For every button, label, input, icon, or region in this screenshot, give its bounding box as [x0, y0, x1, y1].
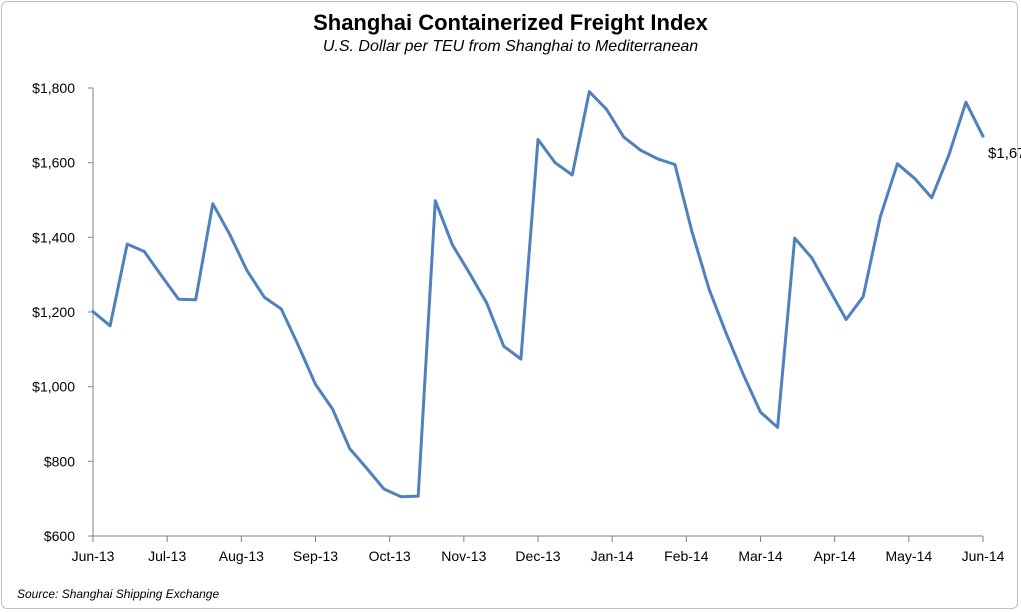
x-tick-label: Jan-14: [591, 548, 634, 564]
y-tick-label: $800: [44, 453, 75, 469]
y-tick-label: $1,400: [32, 229, 75, 245]
x-tick-label: Oct-13: [369, 548, 411, 564]
x-tick-label: Aug-13: [219, 548, 264, 564]
x-tick-label: Apr-14: [814, 548, 856, 564]
x-tick-label: Sep-13: [293, 548, 338, 564]
x-tick-label: Jun-13: [72, 548, 115, 564]
x-tick-label: Jun-14: [962, 548, 1005, 564]
x-tick-label: Mar-14: [738, 548, 783, 564]
chart-source: Source: Shanghai Shipping Exchange: [17, 587, 220, 601]
x-tick-label: May-14: [885, 548, 932, 564]
end-value-label: $1,671: [988, 145, 1021, 162]
y-tick-label: $1,200: [32, 304, 75, 320]
y-tick-label: $1,800: [32, 80, 75, 96]
chart-subtitle: U.S. Dollar per TEU from Shanghai to Med…: [322, 38, 699, 55]
y-tick-label: $1,600: [32, 155, 75, 171]
chart-title: Shanghai Containerized Freight Index: [313, 10, 708, 35]
x-tick-label: Dec-13: [515, 548, 560, 564]
y-tick-label: $1,000: [32, 379, 75, 395]
x-tick-label: Nov-13: [441, 548, 486, 564]
x-tick-label: Feb-14: [664, 548, 709, 564]
series-line: [91, 90, 985, 499]
x-tick-label: Jul-13: [148, 548, 186, 564]
y-tick-label: $600: [44, 528, 75, 544]
